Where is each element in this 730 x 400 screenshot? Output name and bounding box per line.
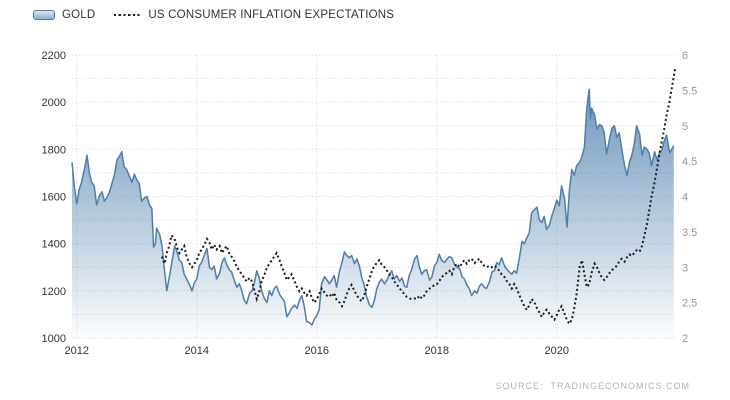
x-tick-label: 2012 (65, 345, 89, 357)
inflation-dotted-series[interactable] (161, 69, 676, 326)
legend-item-inflation[interactable]: US CONSUMER INFLATION EXPECTATIONS (114, 9, 394, 21)
y-right-tick-label: 4 (682, 192, 688, 204)
y-right-tick-label: 3.5 (682, 227, 697, 239)
source-prefix: SOURCE: (495, 381, 544, 391)
y-right-tick-label: 2 (682, 333, 688, 345)
source-credit: SOURCE: TRADINGECONOMICS.COM (495, 381, 690, 391)
dotted-line-swatch-icon (114, 14, 142, 16)
y-right-tick-label: 2.5 (682, 298, 697, 310)
x-axis-labels: 2012 2014 2016 2018 2020 (65, 345, 569, 357)
source-name: TRADINGECONOMICS.COM (550, 381, 690, 391)
legend-item-gold[interactable]: GOLD (33, 9, 95, 21)
y-right-tick-label: 5 (682, 121, 688, 133)
y-left-axis-labels: 1000 1200 1400 1600 1800 2000 2200 (42, 50, 66, 345)
legend-label-gold: GOLD (62, 9, 96, 21)
y-right-tick-label: 3 (682, 262, 688, 274)
y-left-tick-label: 1800 (42, 144, 66, 156)
x-tick-label: 2016 (305, 345, 329, 357)
y-left-tick-label: 1600 (42, 192, 66, 204)
gold-area-fill (72, 89, 674, 338)
y-left-tick-label: 1200 (42, 286, 66, 298)
gold-line-series[interactable] (71, 88, 675, 326)
x-tick-label: 2020 (545, 345, 569, 357)
legend: GOLD US CONSUMER INFLATION EXPECTATIONS (33, 9, 394, 21)
x-tick-label: 2018 (425, 345, 449, 357)
y-right-axis-labels: 2 2.5 3 3.5 4 4.5 5 5.5 6 (682, 50, 697, 345)
y-left-tick-label: 2000 (42, 97, 66, 109)
y-left-tick-label: 1000 (42, 333, 66, 345)
y-left-tick-label: 1400 (42, 239, 66, 251)
x-tick-label: 2014 (185, 345, 209, 357)
y-left-tick-label: 2200 (42, 50, 66, 62)
y-right-tick-label: 4.5 (682, 156, 697, 168)
y-right-tick-label: 5.5 (682, 85, 697, 97)
legend-label-inflation: US CONSUMER INFLATION EXPECTATIONS (148, 9, 395, 21)
gold-area-swatch-icon (33, 10, 55, 20)
y-right-tick-label: 6 (682, 50, 688, 62)
